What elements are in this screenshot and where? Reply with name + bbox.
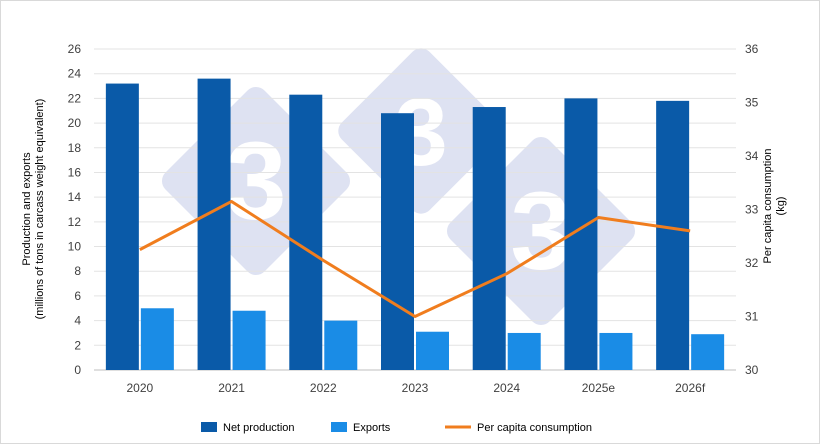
y-axis-left-label-line1: Production and exports (21, 152, 33, 266)
legend-label: Net production (223, 422, 295, 434)
line-per-capita-consumption (139, 199, 691, 318)
y-right-tick-label: 33 (745, 203, 759, 217)
legend-swatch (201, 422, 217, 432)
x-tick-label: 2025e (582, 381, 616, 395)
svg-text:3: 3 (225, 120, 286, 243)
y-left-tick-label: 22 (68, 91, 82, 105)
axes: 0246810121416182022242630313233343536202… (68, 42, 759, 395)
x-tick-label: 2021 (218, 381, 245, 395)
bar-exports (507, 332, 541, 370)
y-left-tick-label: 16 (68, 165, 82, 179)
x-tick-label: 2020 (127, 381, 154, 395)
bar-net-production (105, 83, 139, 371)
y-right-tick-label: 31 (745, 310, 759, 324)
y-axis-left-label-line2: (millions of tons in carcass weight equi… (34, 99, 46, 320)
legend-swatch (331, 422, 347, 432)
bar-net-production (656, 100, 690, 370)
bar-net-production (381, 113, 414, 370)
y-left-tick-label: 12 (68, 215, 82, 229)
y-axis-right-label-line1: Per capita consumption (762, 149, 774, 264)
y-axis-right-label-line2: (kg) (775, 197, 787, 216)
y-left-tick-label: 10 (68, 240, 82, 254)
y-left-tick-label: 20 (68, 116, 82, 130)
svg-text:3: 3 (510, 170, 571, 293)
y-right-tick-label: 30 (745, 363, 759, 377)
x-tick-label: 2024 (493, 381, 520, 395)
bar-exports (599, 332, 633, 370)
legend: Net production Exports Per capita consumpt… (201, 422, 592, 434)
bar-exports (324, 320, 358, 370)
bar-net-production (472, 107, 506, 371)
y-left-tick-label: 4 (74, 314, 81, 328)
legend-label: Per capita consumption (477, 422, 592, 434)
y-right-tick-label: 34 (745, 149, 759, 163)
y-left-tick-label: 24 (68, 67, 82, 81)
legend-label: Exports (353, 422, 391, 434)
y-right-tick-label: 36 (745, 42, 759, 56)
y-left-tick-label: 18 (68, 141, 82, 155)
bar-exports (140, 308, 174, 370)
y-left-tick-label: 0 (74, 363, 81, 377)
bar-net-production (289, 94, 323, 370)
y-right-tick-label: 32 (745, 256, 759, 270)
consumption-line (139, 199, 691, 318)
bars (105, 78, 725, 371)
y-left-tick-label: 8 (74, 264, 81, 278)
y-left-tick-label: 14 (68, 190, 82, 204)
bar-exports (232, 310, 266, 370)
bar-exports (691, 334, 725, 370)
x-tick-label: 2022 (310, 381, 337, 395)
bar-net-production (197, 78, 231, 370)
x-tick-label: 2026f (675, 381, 706, 395)
y-right-tick-label: 35 (745, 96, 759, 110)
y-left-tick-label: 26 (68, 42, 82, 56)
bar-exports (416, 331, 449, 370)
y-left-tick-label: 2 (74, 338, 81, 352)
y-left-tick-label: 6 (74, 289, 81, 303)
x-tick-label: 2023 (402, 381, 429, 395)
